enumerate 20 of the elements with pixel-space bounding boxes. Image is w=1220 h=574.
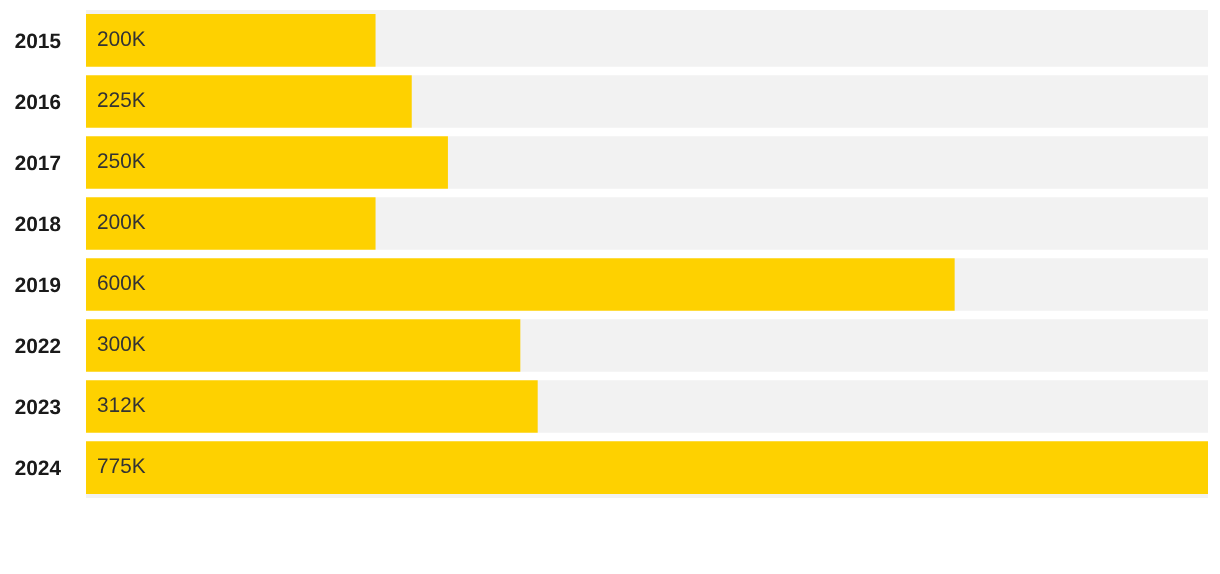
data-label: 225K: [98, 92, 146, 108]
bar: [86, 196, 376, 251]
y-tick-label: 2017: [15, 155, 61, 171]
data-label: 200K: [98, 31, 146, 47]
data-label: 775K: [98, 458, 146, 474]
data-label: 312K: [97, 397, 146, 413]
y-tick-label: 2018: [15, 216, 61, 232]
data-label: 200K: [98, 214, 146, 230]
data-label: 250K: [98, 153, 146, 169]
data-label: 600K: [98, 275, 146, 291]
bar: [86, 13, 376, 68]
data-label: 300K: [97, 336, 146, 352]
y-tick-label: 2023: [15, 399, 61, 415]
y-tick-label: 2016: [15, 94, 61, 110]
y-tick-label: 2024: [15, 460, 61, 476]
bar: [86, 74, 412, 129]
y-tick-label: 2022: [15, 338, 61, 354]
bar: [86, 135, 448, 190]
y-tick-label: 2015: [15, 33, 61, 49]
y-tick-label: 2019: [15, 277, 61, 293]
